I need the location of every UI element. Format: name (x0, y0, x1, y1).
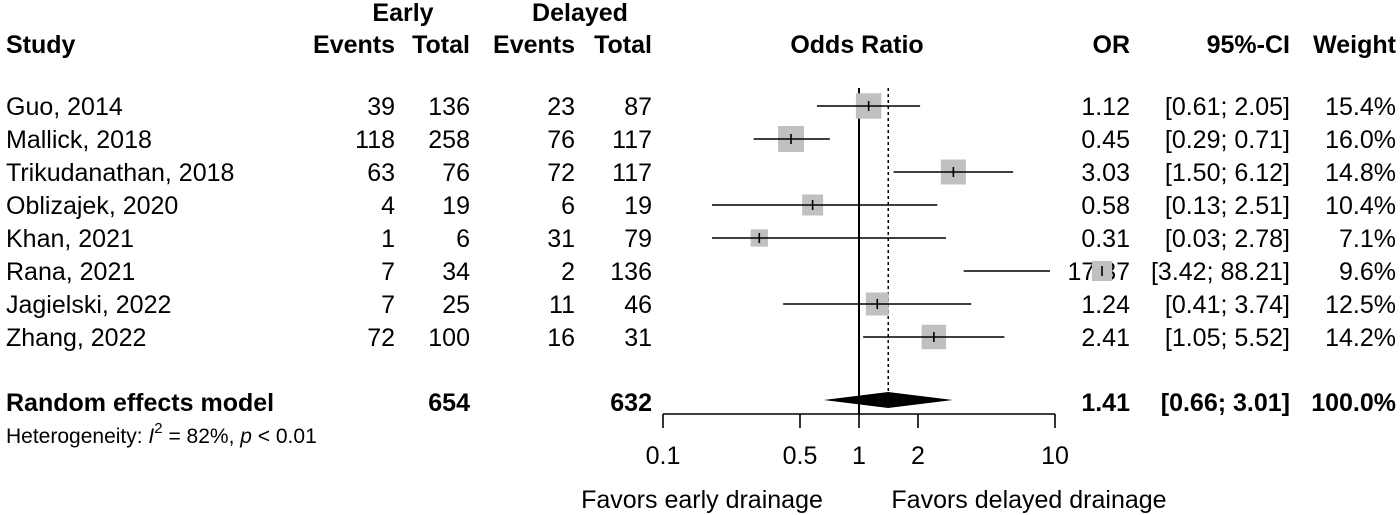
delayed-total: 79 (624, 225, 652, 253)
or-value: 3.03 (1081, 159, 1130, 187)
weight-value: 14.8% (1325, 159, 1396, 187)
ci-value: [1.50; 6.12] (1165, 159, 1290, 187)
study-name: Trikudanathan, 2018 (6, 159, 234, 187)
study-name: Rana, 2021 (6, 258, 135, 286)
plot-marks: 0.1 0.5 1 2 10 (646, 88, 1113, 470)
heterogeneity-suffix: < 0.01 (252, 425, 317, 448)
weight-value: 9.6% (1339, 258, 1396, 286)
x-axis-tick-label: 10 (1041, 442, 1069, 470)
early-events: 7 (381, 258, 395, 286)
delayed-events: 16 (547, 324, 575, 352)
delayed-events: 72 (547, 159, 575, 187)
delayed-total: 46 (624, 291, 652, 319)
study-name: Oblizajek, 2020 (6, 192, 178, 220)
ci-value: [0.41; 3.74] (1165, 291, 1290, 319)
summary-weight: 100.0% (1311, 389, 1396, 417)
or-value: 1.24 (1081, 291, 1130, 319)
delayed-total: 117 (612, 159, 652, 187)
early-total: 19 (442, 192, 470, 220)
header-odds-ratio: Odds Ratio (790, 31, 923, 59)
early-total: 76 (442, 159, 470, 187)
heterogeneity-sup: 2 (154, 420, 162, 437)
study-name: Jagielski, 2022 (6, 291, 171, 319)
summary-label: Random effects model (6, 389, 274, 417)
summary-delayed-total: 632 (610, 389, 652, 417)
header-delayed-events: Events (493, 31, 575, 59)
early-total: 25 (442, 291, 470, 319)
or-value: 1.12 (1081, 93, 1130, 121)
x-axis-tick-label: 2 (911, 442, 925, 470)
ci-value: [1.05; 5.52] (1165, 324, 1290, 352)
or-value: 0.31 (1081, 225, 1130, 253)
early-total: 6 (456, 225, 470, 253)
delayed-total: 19 (624, 192, 652, 220)
delayed-total: 31 (624, 324, 652, 352)
study-name: Khan, 2021 (6, 225, 134, 253)
ci-value: [0.61; 2.05] (1165, 93, 1290, 121)
weight-value: 12.5% (1325, 291, 1396, 319)
ci-value: [0.29; 0.71] (1165, 126, 1290, 154)
heterogeneity-mid: = 82%, (163, 425, 241, 448)
study-name: Guo, 2014 (6, 93, 123, 121)
pooled-diamond (823, 392, 953, 408)
x-axis-tick-label: 1 (852, 442, 866, 470)
ci-value: [0.03; 2.78] (1165, 225, 1290, 253)
study-rows: Guo, 2014 39 136 23 87 1.12 [0.61; 2.05] 15.4% M… (6, 93, 1396, 352)
header-study: Study (6, 31, 76, 59)
header-weight: Weight (1313, 31, 1397, 59)
study-name: Mallick, 2018 (6, 126, 152, 154)
early-total: 136 (428, 93, 470, 121)
early-events: 39 (367, 93, 395, 121)
early-events: 63 (367, 159, 395, 187)
header-early-events: Events (313, 31, 395, 59)
heterogeneity-prefix: Heterogeneity: (6, 425, 148, 448)
delayed-events: 76 (547, 126, 575, 154)
weight-value: 15.4% (1325, 93, 1396, 121)
delayed-events: 31 (547, 225, 575, 253)
x-axis-tick-label: 0.5 (783, 442, 818, 470)
header-delayed-total: Total (594, 31, 652, 59)
early-events: 118 (355, 126, 395, 154)
heterogeneity-p: p (239, 425, 252, 448)
or-value: 0.45 (1081, 126, 1130, 154)
favors-delayed-label: Favors delayed drainage (891, 486, 1166, 514)
header-ci: 95%-CI (1207, 31, 1290, 59)
delayed-events: 23 (547, 93, 575, 121)
study-name: Zhang, 2022 (6, 324, 146, 352)
ci-value: [0.13; 2.51] (1165, 192, 1290, 220)
or-value: 2.41 (1081, 324, 1130, 352)
delayed-total: 87 (624, 93, 652, 121)
early-events: 1 (381, 225, 395, 253)
delayed-events: 11 (549, 291, 575, 319)
early-events: 72 (367, 324, 395, 352)
delayed-events: 6 (561, 192, 575, 220)
heterogeneity-i: I (148, 425, 154, 448)
heterogeneity-text: Heterogeneity: I2 = 82%, p < 0.01 (6, 420, 317, 448)
early-total: 34 (442, 258, 470, 286)
or-value: 0.58 (1081, 192, 1130, 220)
summary-early-total: 654 (428, 389, 470, 417)
weight-value: 10.4% (1325, 192, 1396, 220)
delayed-events: 2 (561, 258, 575, 286)
early-total: 258 (428, 126, 470, 154)
header-early-total: Total (412, 31, 470, 59)
summary-or: 1.41 (1081, 389, 1130, 417)
early-events: 7 (381, 291, 395, 319)
ci-value: [3.42; 88.21] (1151, 258, 1290, 286)
weight-value: 7.1% (1339, 225, 1396, 253)
summary-ci: [0.66; 3.01] (1161, 389, 1290, 417)
early-events: 4 (381, 192, 395, 220)
weight-value: 16.0% (1325, 126, 1396, 154)
favors-early-label: Favors early drainage (581, 486, 823, 514)
weight-value: 14.2% (1325, 324, 1396, 352)
delayed-total: 117 (612, 126, 652, 154)
header-or: OR (1093, 31, 1131, 59)
early-total: 100 (428, 324, 470, 352)
header-delayed: Delayed (532, 0, 628, 27)
x-axis-tick-label: 0.1 (646, 442, 681, 470)
delayed-total: 136 (610, 258, 652, 286)
header-early: Early (372, 0, 433, 27)
